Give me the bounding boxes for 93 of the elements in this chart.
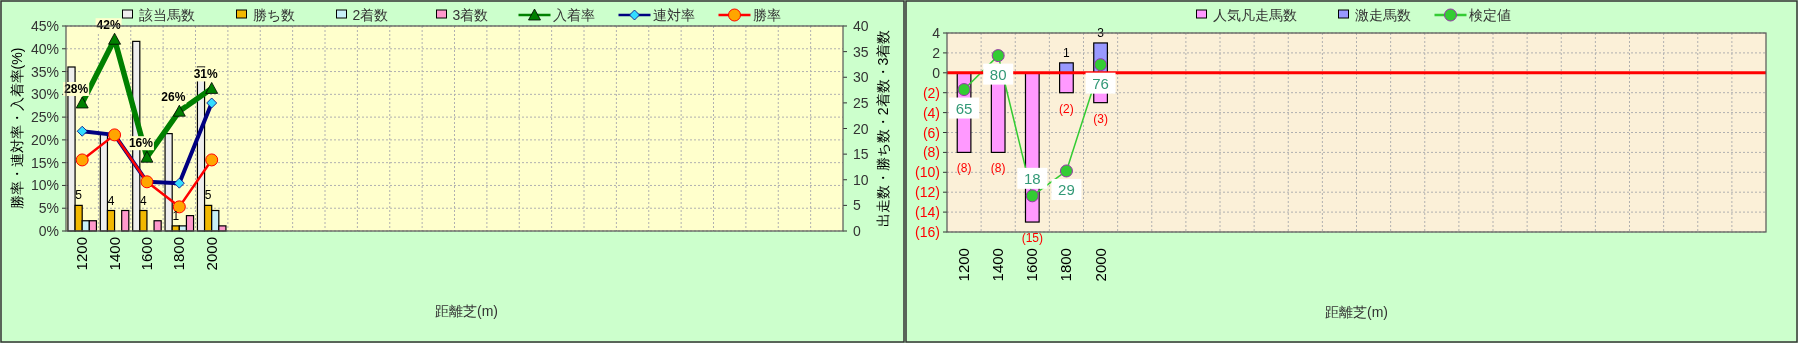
point xyxy=(108,32,121,45)
y-tick-label: (8) xyxy=(922,144,940,161)
point xyxy=(205,82,219,94)
x-tick-label: 1200 xyxy=(955,248,973,282)
legend-label: 勝率 xyxy=(752,7,781,23)
data-label: 26% xyxy=(161,90,186,105)
y-tick-label: 25% xyxy=(30,109,59,126)
x-axis-title: 距離芝(m) xyxy=(435,303,498,319)
data-label: 18 xyxy=(1023,169,1041,187)
data-label: (8) xyxy=(990,161,1006,176)
y-tick-label: 0% xyxy=(38,223,59,239)
point xyxy=(991,49,1005,63)
data-label: (15) xyxy=(1021,231,1043,246)
y-tick-label: (6) xyxy=(922,124,940,141)
y2-tick-label: 10 xyxy=(853,171,869,188)
y-tick-label: 15% xyxy=(30,154,59,171)
data-label: 3 xyxy=(1097,25,1105,40)
data-label: 65 xyxy=(955,99,973,117)
point xyxy=(1025,189,1039,203)
data-label: (8) xyxy=(956,161,972,176)
point xyxy=(1094,58,1108,72)
y-tick-label: (16) xyxy=(915,224,940,240)
legend-label: 3着数 xyxy=(452,7,489,23)
y-tick-label: 45% xyxy=(30,18,59,34)
point xyxy=(140,150,154,163)
y-tick-label: (4) xyxy=(922,104,940,121)
data-label: 28% xyxy=(64,81,89,96)
point xyxy=(75,153,89,167)
bar xyxy=(153,220,162,232)
point xyxy=(205,153,219,167)
y-tick-label: 2 xyxy=(932,44,941,61)
legend-label: 連対率 xyxy=(652,7,695,23)
data-label: 5 xyxy=(75,188,83,203)
legend-label: 検定値 xyxy=(1468,7,1511,23)
y-tick-label: 30% xyxy=(30,86,59,103)
y-tick-label: 35% xyxy=(30,63,59,80)
data-label: 42% xyxy=(96,18,121,33)
y-tick-label: (10) xyxy=(915,164,940,181)
data-label: 29 xyxy=(1058,180,1075,198)
point xyxy=(75,96,89,109)
y-tick-label: 40% xyxy=(30,40,59,57)
data-label: 1 xyxy=(172,208,180,223)
y2-tick-label: 20 xyxy=(853,120,869,137)
y-tick-label: 10% xyxy=(30,177,59,194)
point xyxy=(206,97,218,109)
y-tick-label: 5% xyxy=(38,200,59,217)
data-label: 4 xyxy=(107,193,115,208)
y-tick-label: 0 xyxy=(932,64,941,81)
y2-tick-label: 25 xyxy=(853,94,869,111)
y-axis-title: 勝率・連対率・入着率(%) xyxy=(9,47,25,210)
y2-tick-label: 5 xyxy=(853,197,861,214)
y-tick-label: (12) xyxy=(915,184,940,201)
point xyxy=(1059,164,1073,178)
data-label: 5 xyxy=(204,188,212,203)
x-tick-label: 1800 xyxy=(1057,248,1075,282)
y2-tick-label: 15 xyxy=(853,146,869,163)
point xyxy=(172,104,186,117)
data-label: 16% xyxy=(128,136,154,151)
data-label: 80 xyxy=(989,65,1007,83)
legend-label: 激走馬数 xyxy=(1354,7,1411,23)
legend-label: 2着数 xyxy=(352,7,389,23)
y2-tick-label: 40 xyxy=(853,18,869,34)
bar xyxy=(1059,72,1074,94)
data-label: 1 xyxy=(1063,45,1071,60)
y2-tick-label: 30 xyxy=(853,69,869,86)
data-label: 31% xyxy=(193,67,219,82)
data-label: (2) xyxy=(1059,101,1074,116)
x-tick-label: 2000 xyxy=(1091,248,1109,282)
x-tick-label: 1600 xyxy=(1023,248,1041,282)
x-tick-label: 1600 xyxy=(137,237,155,271)
legend-label: 勝ち数 xyxy=(252,7,295,23)
x-tick-label: 1400 xyxy=(105,237,123,271)
point xyxy=(957,83,971,97)
x-tick-label: 2000 xyxy=(202,237,220,271)
point xyxy=(173,177,185,189)
legend-label: 該当馬数 xyxy=(138,7,195,23)
y2-tick-label: 35 xyxy=(853,43,869,60)
y-tick-label: 4 xyxy=(932,25,941,41)
y-tick-label: 20% xyxy=(30,131,59,148)
x-tick-label: 1400 xyxy=(989,248,1007,282)
data-label: 4 xyxy=(140,193,148,208)
y2-axis-title: 出走数・勝ち数・2着数・3着数 xyxy=(875,29,891,228)
legend-label: 人気凡走馬数 xyxy=(1212,7,1297,23)
point xyxy=(76,125,88,137)
data-label: (3) xyxy=(1093,111,1108,126)
data-label: 76 xyxy=(1092,74,1109,92)
legend-label: 入着率 xyxy=(552,7,595,23)
y-tick-label: (14) xyxy=(915,204,940,221)
y2-tick-label: 0 xyxy=(853,223,861,239)
x-tick-label: 1800 xyxy=(170,237,188,271)
x-axis-title: 距離芝(m) xyxy=(1325,304,1388,320)
y-tick-label: (2) xyxy=(922,84,940,101)
x-tick-label: 1200 xyxy=(73,237,91,271)
